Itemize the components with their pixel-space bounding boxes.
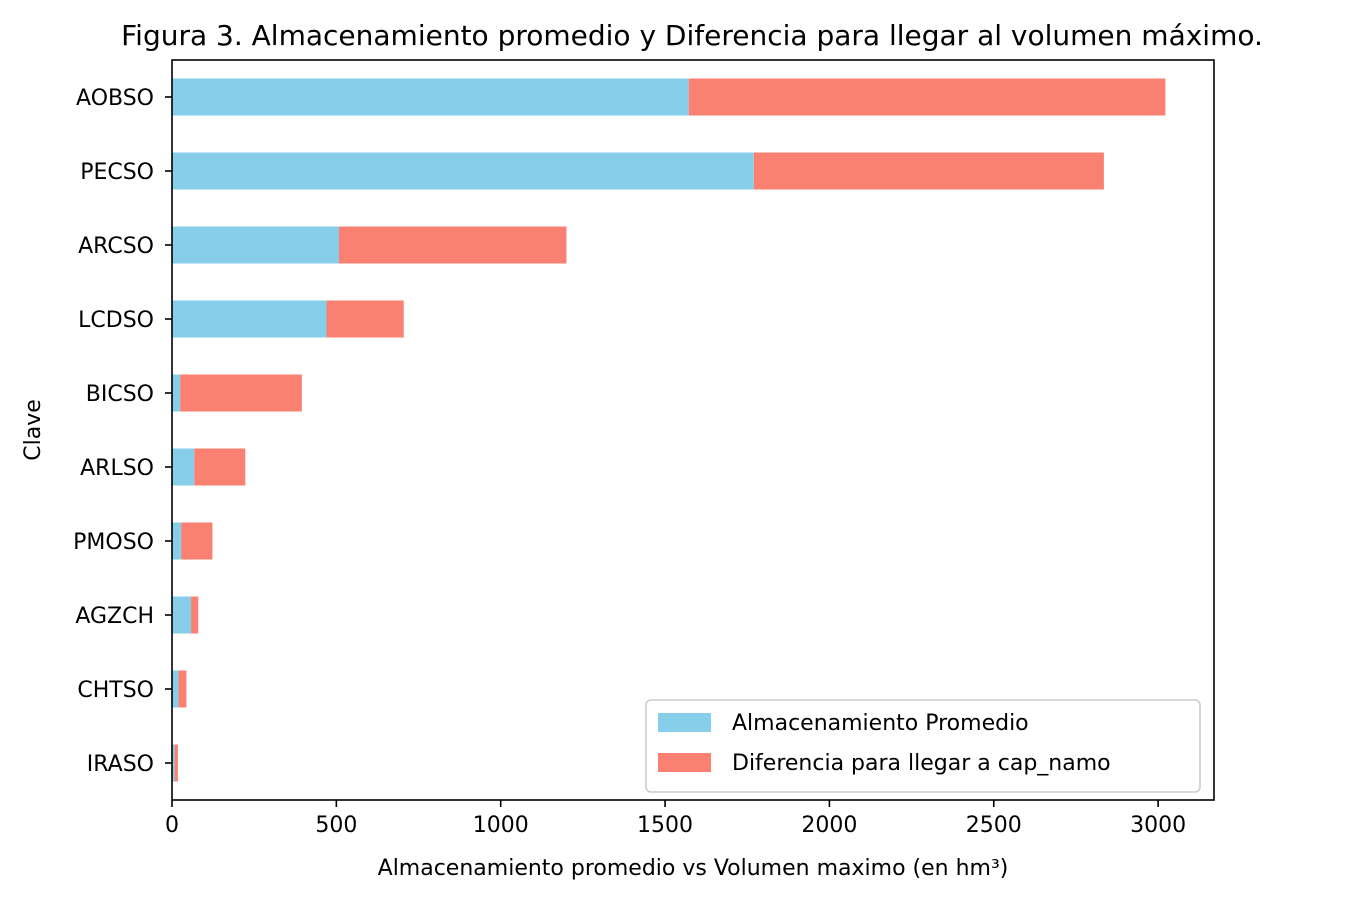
x-axis: 0 500 1000 1500 2000 2500 3000 — [165, 800, 1186, 838]
x-tick-label: 1000 — [473, 813, 529, 838]
bar-arlso-series-1 — [172, 448, 195, 486]
y-axis: AOBSO PECSO ARCSO LCDSO BICSO ARLSO PMOSO AGZCH… — [73, 86, 172, 777]
y-tick-label: CHTSO — [77, 678, 154, 703]
legend: Almacenamiento Promedio Diferencia para l… — [645, 699, 1201, 793]
bar-pecso-series-2 — [753, 152, 1104, 190]
bar-lcdso-series-2 — [326, 300, 404, 338]
y-tick-label: ARCSO — [78, 234, 154, 259]
bar-lcdso-series-1 — [172, 300, 327, 338]
bar-aobso-series-2 — [688, 78, 1166, 116]
bar-pmoso-series-2 — [181, 522, 213, 560]
bar-chtso-series-2 — [178, 670, 187, 708]
x-tick-label: 2000 — [801, 813, 857, 838]
bar-iraso-series-1 — [172, 744, 175, 782]
legend-box — [645, 699, 1201, 793]
x-axis-label: Almacenamiento promedio vs Volumen maxim… — [378, 856, 1009, 881]
legend-swatch-series-2 — [658, 753, 711, 772]
y-tick-label: PECSO — [80, 160, 154, 185]
y-axis-label: Clave — [21, 399, 46, 461]
bar-iraso-series-2 — [174, 744, 178, 782]
x-tick-label: 0 — [165, 813, 179, 838]
bars-group — [172, 78, 1166, 782]
bar-aobso-series-1 — [172, 78, 689, 116]
bar-arcso-series-1 — [172, 226, 339, 264]
bar-arlso-series-2 — [194, 448, 246, 486]
y-tick-label: BICSO — [86, 382, 154, 407]
y-tick-label: IRASO — [87, 752, 154, 777]
x-tick-label: 3000 — [1130, 813, 1186, 838]
bar-bicso-series-2 — [180, 374, 302, 412]
y-tick-label: AGZCH — [75, 604, 154, 629]
legend-swatch-series-1 — [658, 713, 711, 732]
x-tick-label: 2500 — [966, 813, 1022, 838]
y-tick-label: ARLSO — [80, 456, 154, 481]
x-tick-label: 1500 — [637, 813, 693, 838]
plot-area-frame — [171, 59, 1215, 801]
legend-label-series-2: Diferencia para llegar a cap_namo — [732, 751, 1111, 776]
bar-agzch-series-2 — [191, 596, 199, 634]
legend-label-series-1: Almacenamiento Promedio — [732, 711, 1029, 736]
y-tick-label: AOBSO — [76, 86, 154, 111]
chart-title: Figura 3. Almacenamiento promedio y Dife… — [121, 19, 1263, 52]
bar-arcso-series-2 — [338, 226, 567, 264]
y-tick-label: PMOSO — [73, 530, 154, 555]
bar-pecso-series-1 — [172, 152, 754, 190]
bar-agzch-series-1 — [172, 596, 192, 634]
x-tick-label: 500 — [315, 813, 357, 838]
y-tick-label: LCDSO — [78, 308, 154, 333]
bar-bicso-series-1 — [172, 374, 181, 412]
bar-pmoso-series-1 — [172, 522, 182, 560]
bar-chtso-series-1 — [172, 670, 179, 708]
